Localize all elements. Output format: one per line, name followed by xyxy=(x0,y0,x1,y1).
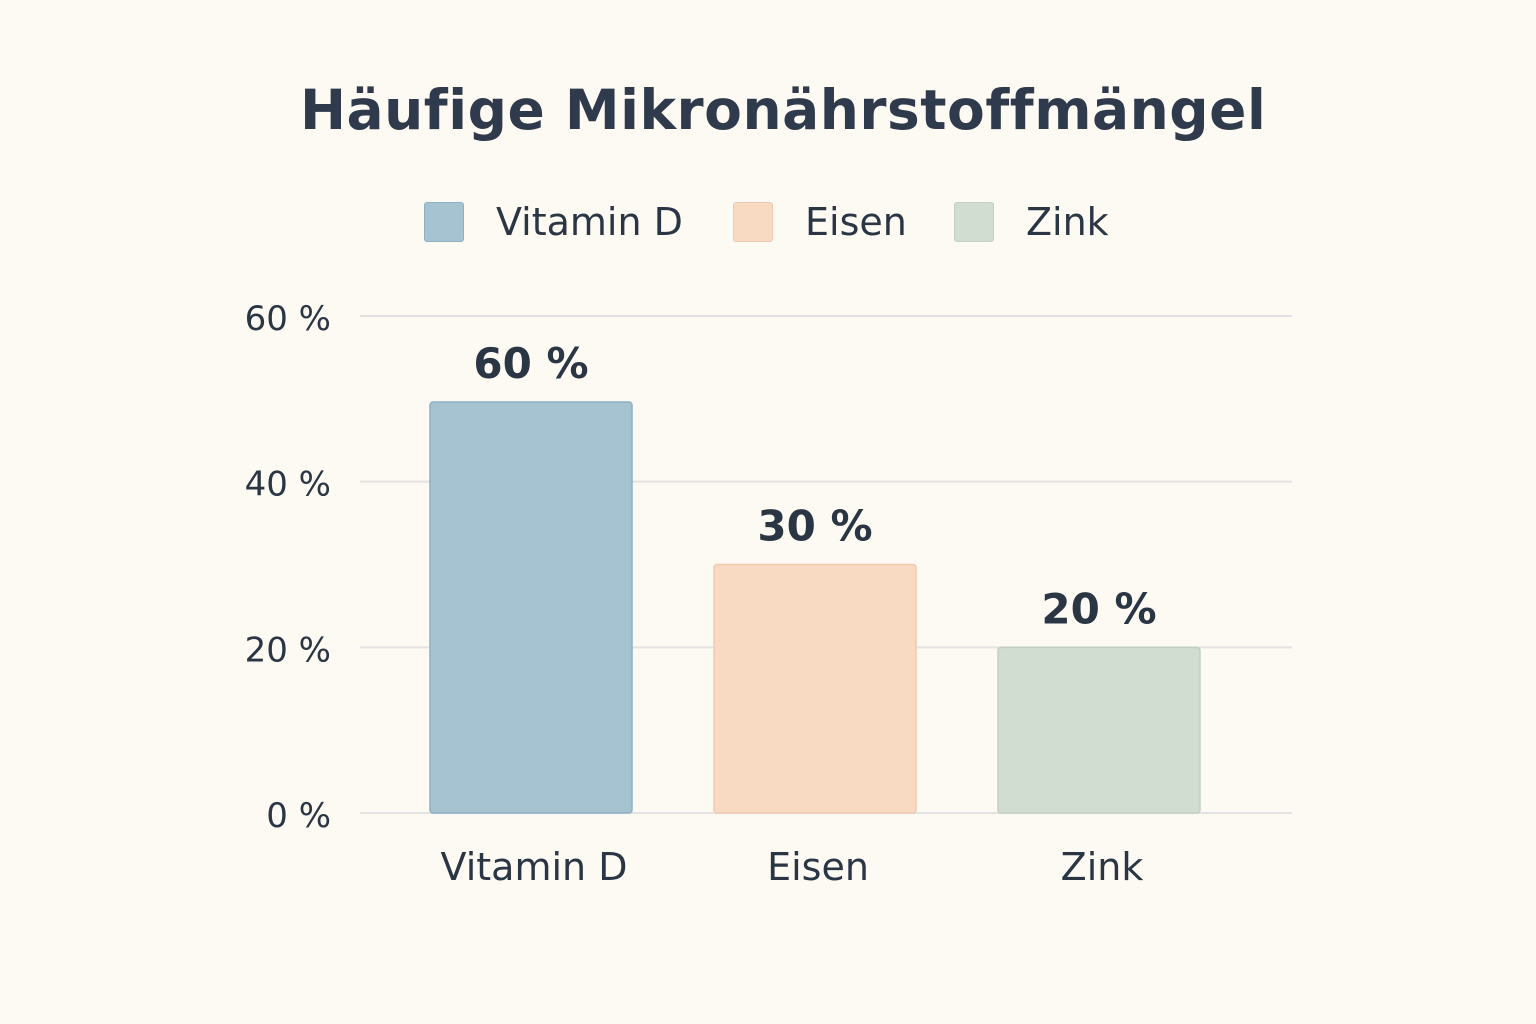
legend: Vitamin D Eisen Zink xyxy=(0,198,1536,246)
x-tick-label: Zink xyxy=(1061,845,1144,889)
legend-item-vitamin-d: Vitamin D xyxy=(424,198,683,246)
bar-vitamin-d xyxy=(429,401,633,814)
bar-zink xyxy=(997,646,1201,814)
x-tick-label: Eisen xyxy=(767,845,869,889)
y-tick-label: 0 % xyxy=(266,796,331,836)
y-tick-label: 60 % xyxy=(245,299,331,339)
legend-label-vitamin-d: Vitamin D xyxy=(496,200,683,244)
legend-swatch-zink xyxy=(954,202,994,242)
data-label: 60 % xyxy=(473,339,588,388)
legend-label-eisen: Eisen xyxy=(805,200,907,244)
chart-title: Häufige Mikronährstoffmängel xyxy=(300,78,1267,142)
legend-item-zink: Zink xyxy=(954,198,1109,246)
y-tick-label: 20 % xyxy=(245,630,331,670)
legend-swatch-eisen xyxy=(733,202,773,242)
legend-item-eisen: Eisen xyxy=(733,198,907,246)
legend-swatch-vitamin-d xyxy=(424,202,464,242)
data-label: 30 % xyxy=(757,502,872,551)
data-label: 20 % xyxy=(1041,584,1156,633)
bar-eisen xyxy=(713,563,917,814)
legend-label-zink: Zink xyxy=(1026,200,1109,244)
x-tick-label: Vitamin D xyxy=(441,845,628,889)
y-tick-label: 40 % xyxy=(245,465,331,505)
